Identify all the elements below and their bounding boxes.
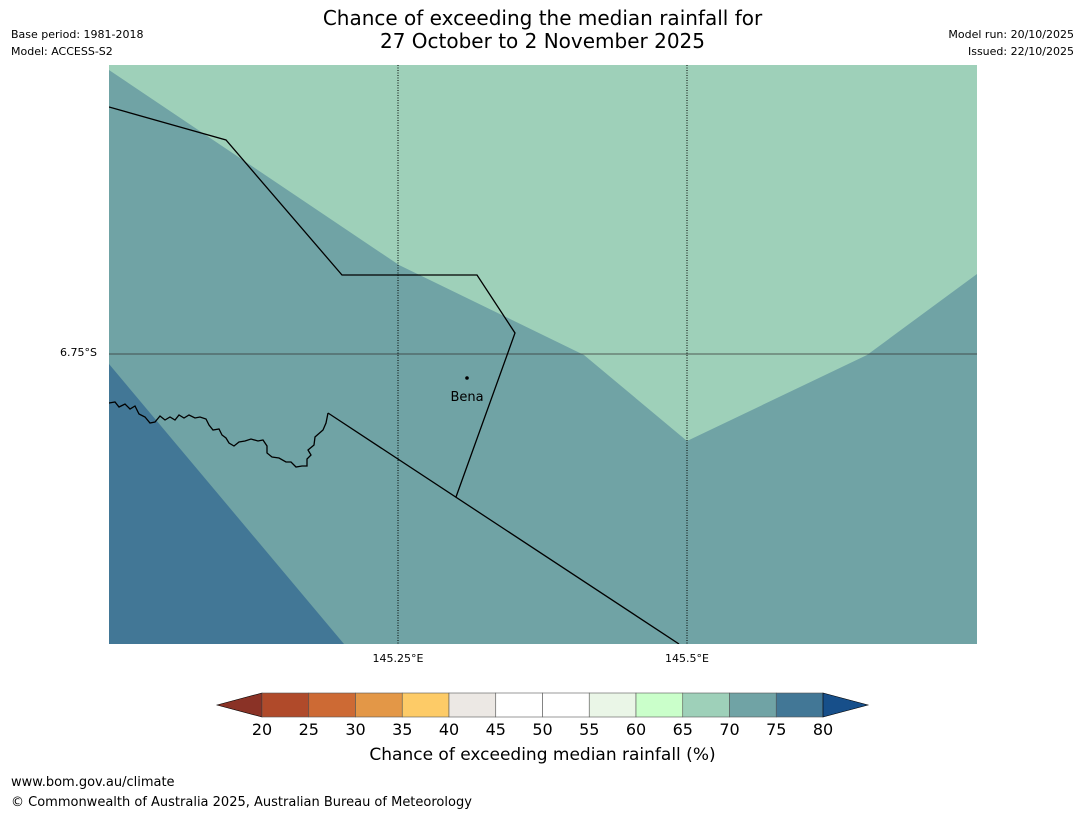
colorbar-segment	[448, 692, 497, 718]
colorbar-segment	[495, 692, 543, 718]
colorbar-segment	[729, 692, 777, 718]
title-line-1: Chance of exceeding the median rainfall …	[322, 6, 763, 30]
colorbar-segment	[682, 692, 730, 718]
colorbar-tick-label: 30	[345, 720, 366, 739]
colorbar-segment	[401, 692, 450, 718]
issued-text: Issued: 22/10/2025	[967, 45, 1074, 58]
colorbar-tick-label: 35	[392, 720, 413, 739]
model-run-text: Model run: 20/10/2025	[948, 28, 1074, 41]
colorbar-tick-label: 45	[485, 720, 506, 739]
meta-left: Base period: 1981-2018 Model: ACCESS-S2	[11, 26, 143, 60]
title-line-2: 27 October to 2 November 2025	[379, 29, 706, 53]
map-canvas: Bena	[109, 65, 977, 644]
colorbar-tick-label: 50	[532, 720, 553, 739]
colorbar-under-arrow	[215, 692, 263, 718]
colorbar-segment	[588, 692, 637, 718]
colorbar-segment	[542, 692, 590, 718]
colorbar-tick-label: 40	[438, 720, 460, 739]
footer-copyright: © Commonwealth of Australia 2025, Austra…	[11, 795, 472, 810]
lat-label: 6.75°S	[60, 346, 97, 359]
colorbar-segment	[635, 692, 684, 718]
colorbar-tick-label: 70	[719, 720, 740, 739]
colorbar-tick-label: 65	[672, 720, 693, 739]
colorbar-over-arrow	[822, 692, 870, 718]
province-boundary-south	[327, 412, 680, 644]
chart-title: Chance of exceeding the median rainfall …	[0, 7, 1085, 53]
colorbar-label: Chance of exceeding median rainfall (%)	[369, 745, 716, 765]
province-boundary-coast	[109, 401, 329, 468]
colorbar-segment	[261, 692, 310, 718]
base-period-text: Base period: 1981-2018	[11, 28, 144, 41]
colorbar-tick-label: 25	[298, 720, 319, 739]
colorbar-segments	[261, 692, 824, 718]
lon-label-145-5: 145.5°E	[665, 652, 709, 665]
colorbar-tick-label: 20	[251, 720, 273, 739]
rainfall-class-75-80	[109, 364, 344, 644]
rainfall-class-70-75	[109, 70, 977, 644]
footer-url: www.bom.gov.au/climate	[11, 775, 175, 790]
colorbar-tick-label: 80	[812, 720, 834, 739]
meta-right: Model run: 20/10/2025 Issued: 22/10/2025	[948, 26, 1074, 60]
province-boundary-north	[109, 106, 516, 498]
lon-label-145-25: 145.25°E	[372, 652, 424, 665]
colorbar-segment	[355, 692, 403, 718]
colorbar-segment	[308, 692, 356, 718]
colorbar-tick-label: 60	[625, 720, 647, 739]
town-marker-dot	[465, 376, 469, 380]
colorbar-tick-label: 75	[766, 720, 787, 739]
map-panel: Bena	[109, 65, 977, 644]
colorbar-tick-label: 55	[579, 720, 600, 739]
colorbar-segment	[775, 692, 824, 718]
model-text: Model: ACCESS-S2	[11, 45, 113, 58]
town-label: Bena	[450, 390, 483, 405]
